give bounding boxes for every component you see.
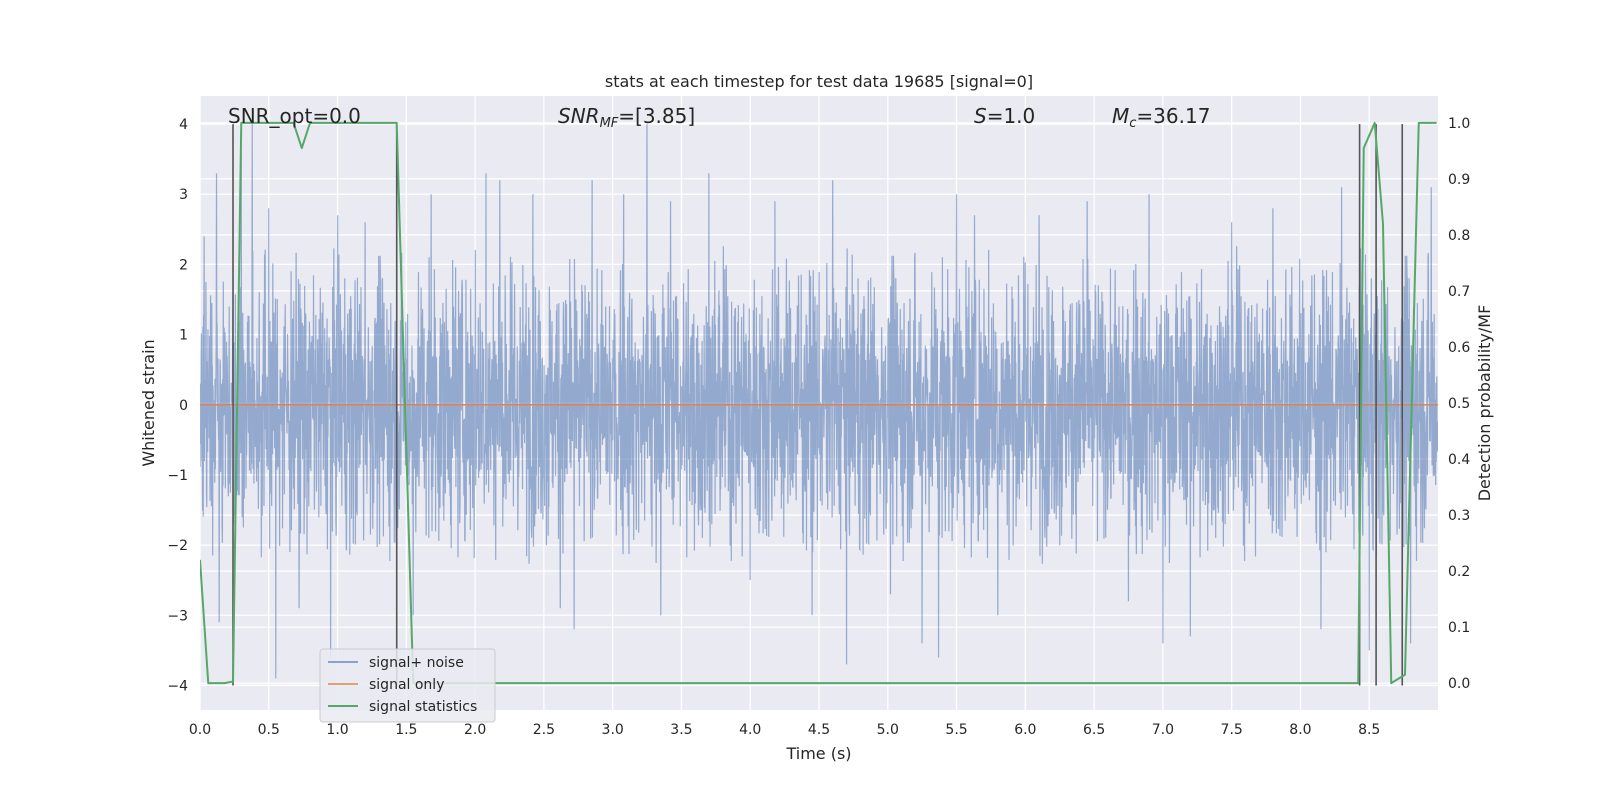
y2-tick-label: 0.3 (1448, 508, 1470, 524)
x-tick-label: 8.5 (1358, 722, 1380, 738)
legend-label-signal-only: signal only (369, 677, 444, 693)
x-tick-label: 5.5 (945, 722, 967, 738)
x-tick-label: 7.0 (1152, 722, 1174, 738)
y-axis-ticks: −4 −3 −2 −1 0 1 2 3 4 (167, 117, 188, 694)
y-tick-label: 0 (179, 398, 188, 414)
annotation-mc: Mc=36.17 (1112, 104, 1210, 131)
annotation-snr-mf-value: =[3.85] (618, 104, 695, 128)
x-tick-label: 2.0 (464, 722, 486, 738)
x-tick-label: 0.5 (258, 722, 280, 738)
x-tick-label: 7.5 (1221, 722, 1243, 738)
annotation-s-label: S (974, 104, 987, 128)
y2-tick-label: 0.0 (1448, 676, 1470, 692)
y2-tick-label: 0.9 (1448, 172, 1470, 188)
x-tick-label: 4.5 (808, 722, 830, 738)
y2-tick-label: 0.6 (1448, 340, 1470, 356)
y2-tick-label: 0.8 (1448, 228, 1470, 244)
annotation-s: S=1.0 (974, 104, 1035, 128)
x-tick-label: 6.0 (1014, 722, 1036, 738)
x-tick-label: 1.5 (395, 722, 417, 738)
chart-title: stats at each timestep for test data 196… (605, 72, 1033, 91)
x-tick-label: 3.5 (670, 722, 692, 738)
x-tick-label: 4.0 (739, 722, 761, 738)
annotation-snr-opt: SNR_opt=0.0 (228, 104, 361, 128)
y2-tick-label: 0.5 (1448, 396, 1470, 412)
y-tick-label: 3 (179, 187, 188, 203)
vertical-markers (232, 124, 1404, 686)
annotation-s-value: =1.0 (987, 104, 1036, 128)
y-tick-label: 2 (179, 257, 188, 273)
x-tick-label: 6.5 (1083, 722, 1105, 738)
annotation-snr-mf: SNRMF=[3.85] (558, 104, 695, 131)
y-tick-label: −2 (167, 538, 188, 554)
x-tick-label: 1.0 (326, 722, 348, 738)
annotation-mc-label: M (1112, 104, 1129, 128)
y-axis-label: Whitened strain (139, 339, 158, 466)
x-tick-label: 8.0 (1289, 722, 1311, 738)
y-tick-label: 4 (179, 117, 188, 133)
y2-tick-label: 0.4 (1448, 452, 1470, 468)
y2-tick-label: 0.2 (1448, 564, 1470, 580)
y-tick-label: −3 (167, 608, 188, 624)
series-signal-plus-noise (200, 124, 1438, 679)
x-tick-label: 5.0 (877, 722, 899, 738)
legend-label-signal-plus-noise: signal+ noise (369, 655, 464, 671)
y2-tick-label: 0.7 (1448, 284, 1470, 300)
y2-tick-label: 1.0 (1448, 116, 1470, 132)
legend-box (319, 648, 496, 723)
annotation-mc-sub: c (1129, 116, 1136, 131)
y2-tick-label: 0.1 (1448, 620, 1470, 636)
x-axis-label: Time (s) (785, 744, 851, 763)
y-tick-label: −4 (167, 678, 188, 694)
y2-axis-ticks: 0.0 0.1 0.2 0.3 0.4 0.5 0.6 0.7 0.8 0.9 1.0 (1448, 116, 1470, 692)
legend-label-signal-statistics: signal statistics (369, 699, 477, 715)
x-tick-label: 2.5 (533, 722, 555, 738)
x-axis-ticks: 0.0 0.5 1.0 1.5 2.0 2.5 3.0 3.5 4.0 4.5 5.0 5.5 6.0 6… (189, 722, 1380, 738)
y-tick-label: −1 (167, 468, 188, 484)
legend: signal+ noise signal only signal statist… (319, 648, 496, 723)
annotation-snr-mf-label: SNR (558, 104, 600, 128)
y-tick-label: 1 (179, 328, 188, 344)
y2-axis-label: Detection probability/MF (1475, 305, 1494, 502)
noise-line (200, 124, 1438, 679)
x-tick-label: 3.0 (602, 722, 624, 738)
x-tick-label: 0.0 (189, 722, 211, 738)
annotation-snr-mf-sub: MF (600, 116, 619, 131)
annotation-mc-value: =36.17 (1136, 104, 1210, 128)
